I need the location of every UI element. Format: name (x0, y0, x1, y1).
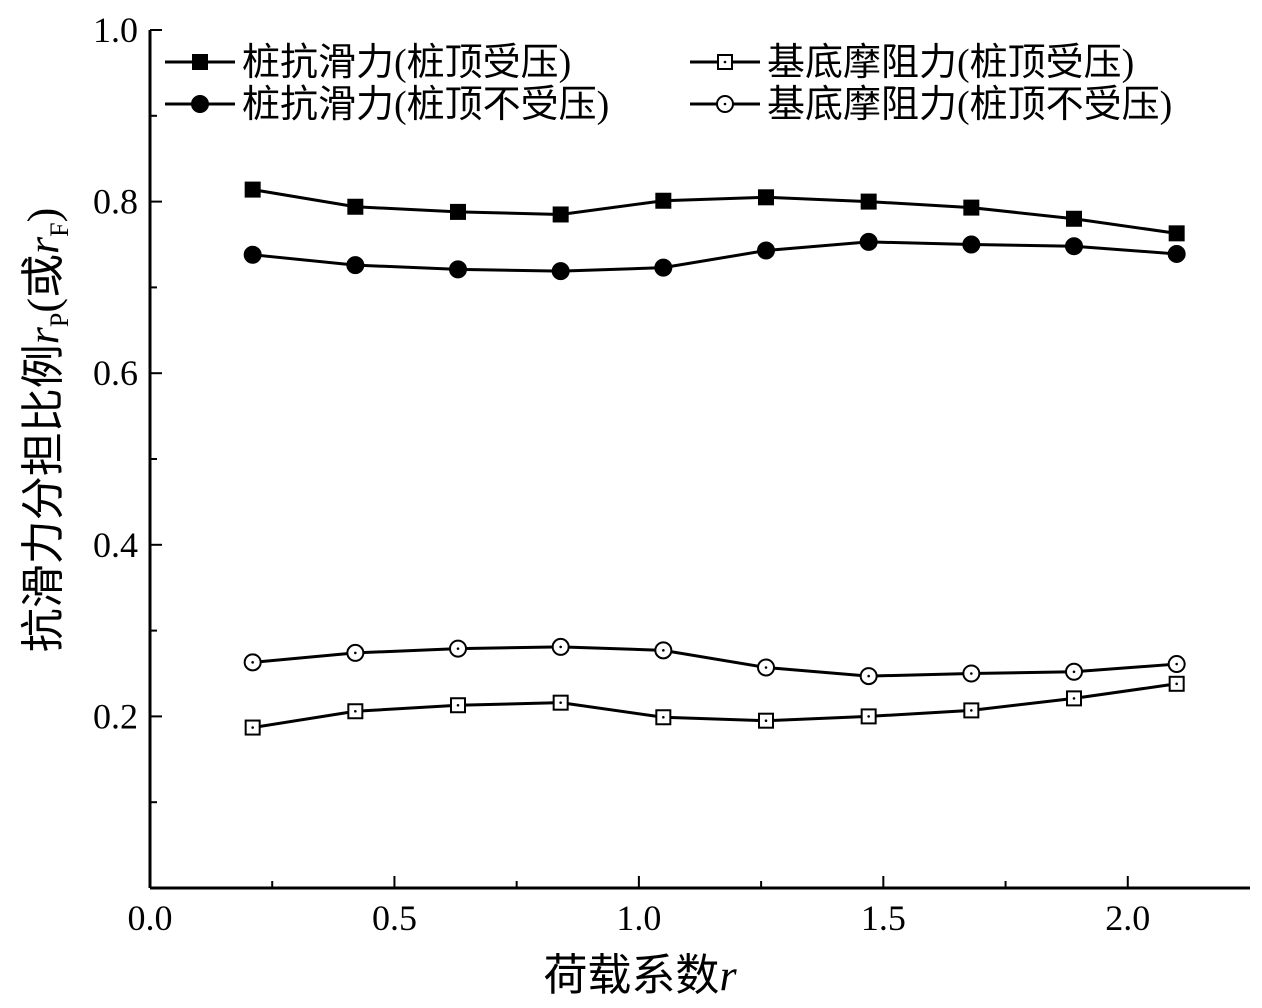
y-tick-label: 0.4 (93, 525, 138, 565)
x-axis-title-text: 荷载系数 (543, 951, 719, 1000)
data-point-series-2 (962, 235, 981, 254)
data-point-series-2 (449, 260, 467, 279)
data-point-series-0 (552, 206, 569, 223)
legend-marker-dot (723, 102, 727, 106)
y-axis-title: 抗滑力分担比例rP(或rF) (19, 208, 74, 653)
data-point-series-1-dot (1072, 697, 1076, 700)
data-point-series-3-dot (970, 672, 973, 675)
y-axis-title-sub1: P (45, 313, 74, 327)
data-point-series-3-dot (1175, 662, 1178, 666)
data-point-series-0 (244, 181, 261, 198)
legend-entry: 桩抗滑力(桩顶受压) (165, 42, 571, 84)
data-point-series-2 (346, 256, 365, 275)
y-tick-label: 0.2 (93, 696, 138, 736)
data-point-series-0 (758, 189, 774, 206)
legend-marker (191, 95, 209, 113)
x-tick-label: 1.0 (616, 898, 661, 938)
data-point-series-1-dot (867, 715, 870, 718)
data-point-series-0 (450, 203, 466, 220)
y-axis-title-mid: (或 (19, 254, 68, 313)
x-tick-label: 2.0 (1105, 898, 1150, 938)
data-point-series-3-dot (662, 649, 665, 652)
data-point-series-2 (1065, 237, 1083, 256)
data-point-series-3-dot (251, 661, 254, 664)
legend-label: 桩抗滑力(桩顶不受压) (242, 84, 609, 126)
data-point-series-1-dot (1175, 682, 1178, 686)
series-line-0 (252, 188, 1177, 235)
data-point-series-3-dot (764, 666, 768, 669)
series-line-2 (252, 240, 1177, 273)
legend-entry: 基底摩阻力(桩顶受压) (690, 42, 1134, 84)
data-point-series-1-dot (456, 703, 460, 707)
legend-label: 基底摩阻力(桩顶受压) (767, 42, 1134, 84)
data-point-series-0 (655, 192, 672, 209)
y-axis-title-var2: r (19, 236, 68, 254)
data-point-series-2 (551, 262, 570, 281)
legend: 桩抗滑力(桩顶受压) 基底摩阻力(桩顶受压) 桩抗滑力(桩顶不受压) 基底摩阻力(桩顶… (165, 42, 1172, 126)
data-point-series-3-dot (867, 674, 870, 678)
y-tick-label: 0.8 (93, 182, 138, 222)
data-point-series-0 (963, 199, 980, 216)
legend-entry: 桩抗滑力(桩顶不受压) (165, 84, 609, 126)
data-point-series-1-dot (662, 715, 665, 719)
series-line-3 (252, 645, 1177, 678)
legend-marker (192, 54, 208, 70)
data-point-series-3-dot (559, 645, 562, 649)
data-point-series-0 (347, 198, 364, 215)
y-axis-title-end: ) (19, 208, 68, 223)
x-tick-label: 0.0 (128, 898, 173, 938)
x-axis-title: 荷载系数r (543, 951, 737, 1000)
data-point-series-2 (654, 258, 673, 277)
series-line-1 (252, 682, 1177, 730)
y-tick-label: 0.6 (93, 353, 138, 393)
legend-entry: 基底摩阻力(桩顶不受压) (690, 84, 1172, 126)
axis-ticks: 0.0 0.5 1.0 1.5 2.0 0.2 0.4 0.6 0.8 1.0 (93, 10, 1150, 938)
legend-label: 基底摩阻力(桩顶不受压) (767, 84, 1172, 126)
data-point-series-1-dot (354, 709, 357, 713)
data-point-series-1-dot (970, 709, 973, 712)
data-point-series-2 (243, 245, 262, 264)
data-point-series-3-dot (1072, 670, 1076, 674)
data-point-series-0 (860, 193, 877, 210)
data-point-series-1-dot (559, 701, 562, 704)
y-axis-title-sub2: F (45, 222, 74, 236)
data-point-series-2 (757, 241, 775, 260)
series-markers (243, 181, 1186, 736)
x-tick-label: 1.5 (861, 898, 906, 938)
legend-label: 桩抗滑力(桩顶受压) (242, 42, 571, 84)
x-tick-label: 0.5 (372, 898, 417, 938)
y-axis-title-text: 抗滑力分担比例 (19, 344, 68, 652)
data-point-series-1-dot (764, 719, 768, 722)
data-point-series-2 (1167, 244, 1186, 263)
data-point-series-2 (859, 232, 878, 251)
y-axis-title-var1: r (19, 326, 68, 344)
data-point-series-0 (1168, 225, 1185, 242)
legend-marker-dot (723, 60, 727, 64)
x-axis-title-var: r (719, 951, 737, 1000)
data-point-series-3-dot (354, 651, 357, 655)
data-point-series-0 (1066, 210, 1082, 227)
series-lines (252, 188, 1177, 730)
y-tick-label: 1.0 (93, 10, 138, 50)
data-point-series-3-dot (456, 647, 460, 650)
data-point-series-1-dot (251, 726, 254, 729)
